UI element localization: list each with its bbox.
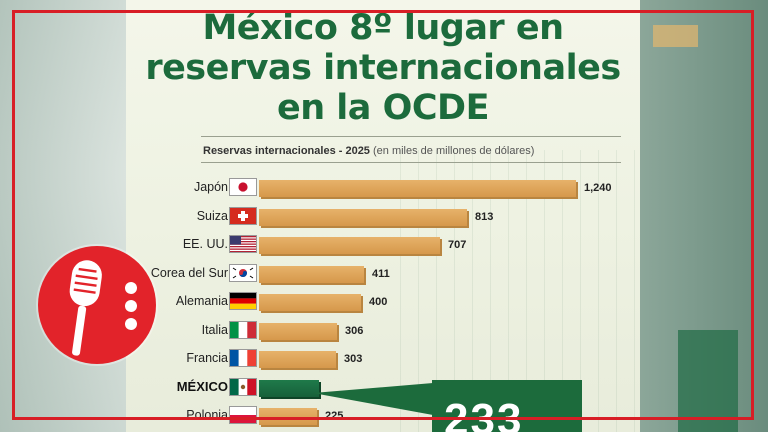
value-label: 813	[475, 210, 494, 223]
value-label: 1,240	[584, 182, 612, 194]
switzerland-flag-icon	[229, 206, 257, 225]
microphone-icon	[69, 260, 137, 356]
divider-bottom	[201, 162, 621, 163]
france-flag-icon	[229, 349, 257, 367]
bar	[259, 208, 467, 226]
mexico-callout-box	[432, 380, 582, 432]
chart-title: México 8º lugar en reservas internaciona…	[126, 8, 640, 128]
video-frame-border	[12, 10, 754, 420]
bar	[259, 408, 317, 425]
bar	[259, 351, 336, 368]
bar-row: MÉXICO	[126, 377, 640, 397]
background-bar-fragment	[653, 25, 698, 47]
bar-row: Alemania 400	[126, 291, 640, 311]
value-label: 707	[448, 239, 467, 251]
germany-flag-icon	[229, 292, 257, 310]
background-green-fragment	[678, 330, 738, 432]
chart-title-line-3: en la OCDE	[276, 88, 490, 128]
usa-flag-icon	[229, 235, 257, 253]
category-label: Suiza	[196, 208, 228, 223]
italy-flag-icon	[229, 320, 257, 339]
value-label: 306	[345, 324, 364, 337]
category-label: MÉXICO	[176, 378, 228, 394]
mexico-callout-value: 233	[444, 395, 524, 432]
category-label: Corea del Sur	[150, 265, 228, 280]
chart-title-line-2: reservas internacionales	[145, 48, 621, 88]
value-label: 411	[372, 267, 390, 280]
divider-top	[201, 136, 621, 137]
value-label: 400	[369, 296, 388, 308]
podcast-badge[interactable]	[38, 246, 156, 364]
category-label: Japón	[193, 180, 228, 194]
bar	[259, 237, 440, 254]
bar-row: EE. UU. 707	[126, 234, 640, 254]
category-label: EE. UU.	[182, 237, 228, 251]
bar	[259, 180, 576, 197]
bar-row: Francia 303	[126, 348, 640, 368]
bar-row: Corea del Sur 411	[126, 263, 640, 283]
bar-row: Japón 1,240	[126, 177, 640, 197]
bar	[259, 294, 361, 311]
value-label: 303	[344, 353, 363, 365]
bar-row: Suiza 813	[126, 206, 640, 226]
subtitle-main: Reservas internacionales - 2025	[203, 145, 370, 157]
mexico-flag-icon	[229, 377, 257, 396]
bar	[259, 265, 364, 283]
bar	[259, 379, 319, 397]
infographic-card: México 8º lugar en reservas internaciona…	[126, 0, 640, 432]
chart-subtitle: Reservas internacionales - 2025 (en mile…	[203, 145, 534, 157]
japan-flag-icon	[229, 178, 257, 196]
category-label: Italia	[201, 322, 228, 337]
category-label: Alemania	[175, 294, 228, 308]
chart-title-line-1: México 8º lugar en	[202, 8, 564, 48]
subtitle-unit: (en miles de millones de dólares)	[373, 145, 535, 157]
bar-row: Italia 306	[126, 320, 640, 340]
south-korea-flag-icon	[229, 263, 257, 282]
callout-pointer	[313, 383, 433, 415]
bar	[259, 322, 337, 340]
category-label: Francia	[186, 351, 228, 365]
